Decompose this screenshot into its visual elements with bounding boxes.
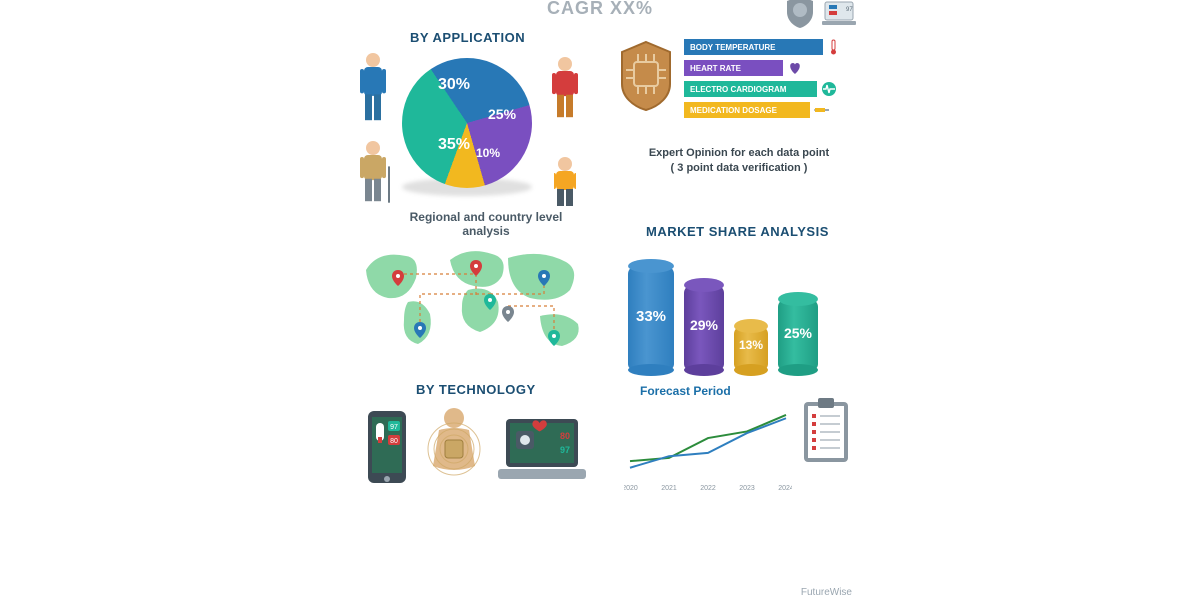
svg-text:80: 80 [390, 438, 398, 445]
by-technology-title: BY TECHNOLOGY [416, 382, 536, 397]
svg-text:97: 97 [390, 424, 398, 431]
svg-text:2024: 2024 [778, 485, 792, 492]
expert-opinion-text: Expert Opinion for each data point ( 3 p… [634, 146, 844, 176]
svg-text:97: 97 [846, 7, 853, 13]
clipboard-icon [802, 398, 850, 464]
world-map [358, 240, 594, 360]
person-man-icon [356, 52, 390, 128]
technology-icons: 97 80 80 97 [364, 404, 586, 492]
svg-text:80: 80 [560, 431, 570, 441]
svg-text:2023: 2023 [739, 485, 755, 492]
footer-brand: FutureWise [801, 587, 852, 598]
forecast-line-chart: 2020 2021 2022 2023 2024 [624, 400, 792, 492]
shield-icon [784, 0, 816, 30]
person-elder-icon [354, 140, 392, 206]
heart-icon [787, 60, 803, 76]
person-woman-icon [550, 56, 580, 122]
chip-badge-icon [618, 40, 674, 112]
category-list: BODY TEMPERATUREHEART RATEELECTRO CARDIO… [684, 38, 854, 122]
svg-text:2021: 2021 [661, 485, 677, 492]
svg-text:2022: 2022 [700, 485, 716, 492]
svg-text:97: 97 [560, 445, 570, 455]
cagr-title: CAGR XX% [340, 0, 860, 19]
phone-device-icon: 97 80 [364, 409, 410, 487]
market-share-chart: 33%29%13%25% [628, 250, 846, 370]
thermometer-icon [827, 39, 843, 55]
forecast-title: Forecast Period [640, 384, 731, 398]
by-application-title: BY APPLICATION [410, 30, 525, 45]
laptop-icon: 97 [822, 0, 856, 26]
person-child-icon [554, 156, 576, 206]
regional-title: Regional and country level analysis [386, 210, 586, 238]
syringe-icon [814, 102, 830, 118]
laptop-device-icon: 80 97 [498, 415, 586, 481]
ecg-icon [821, 81, 837, 97]
market-share-title: MARKET SHARE ANALYSIS [646, 224, 829, 239]
svg-text:2020: 2020 [624, 485, 638, 492]
body-sensor-icon [419, 406, 489, 490]
application-pie: 35%30%25%10% [394, 50, 544, 200]
